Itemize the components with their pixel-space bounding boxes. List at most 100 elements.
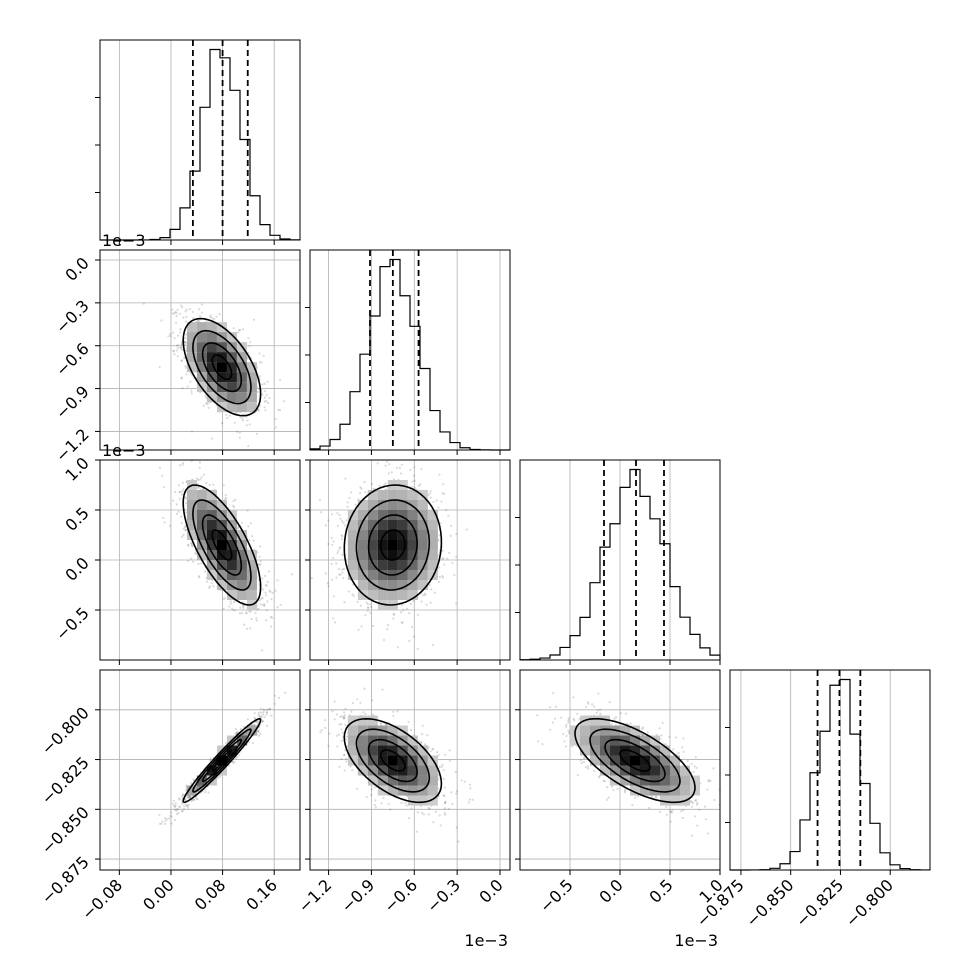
density-cell	[226, 332, 237, 343]
sample-point	[158, 365, 161, 369]
sample-point	[378, 484, 381, 488]
sample-point	[174, 311, 177, 314]
sample-point	[261, 596, 264, 599]
sample-point	[465, 528, 468, 531]
sample-point	[410, 626, 413, 629]
sample-point	[174, 491, 177, 494]
sample-point	[245, 627, 249, 631]
sample-point	[180, 522, 183, 525]
sample-point	[212, 483, 215, 486]
sample-point	[246, 356, 249, 359]
sample-point	[187, 559, 190, 562]
sample-point	[402, 608, 405, 612]
density-cell	[367, 570, 378, 580]
sample-point	[270, 598, 273, 601]
sample-point	[332, 540, 335, 543]
sample-point	[173, 353, 176, 356]
sample-point	[171, 312, 174, 315]
sample-point	[390, 471, 393, 474]
density-cell	[246, 382, 257, 393]
sample-point	[237, 331, 240, 334]
sample-point	[447, 514, 450, 517]
sample-point	[238, 431, 241, 434]
sample-point	[342, 567, 345, 571]
sample-point	[332, 556, 335, 560]
sample-point	[263, 604, 266, 608]
sample-point	[396, 646, 399, 649]
sample-point	[171, 802, 174, 805]
sample-point	[241, 417, 244, 420]
sample-point	[177, 343, 180, 346]
sample-point	[336, 552, 339, 555]
sample-point	[423, 592, 426, 595]
density-cell	[357, 580, 368, 590]
sample-point	[180, 347, 183, 350]
sample-point	[172, 331, 175, 334]
sample-point	[180, 342, 183, 345]
sample-point	[335, 576, 338, 579]
sample-point	[160, 319, 163, 322]
sample-point	[228, 414, 231, 417]
sample-point	[263, 382, 266, 385]
sample-point	[271, 616, 274, 619]
sample-point	[348, 496, 351, 500]
sample-point	[203, 570, 207, 573]
sample-point	[271, 591, 274, 594]
histogram-step	[100, 48, 301, 241]
density-cell	[387, 590, 398, 600]
sample-point	[262, 588, 265, 591]
sample-point	[251, 742, 254, 745]
sample-point	[437, 580, 440, 584]
density-cell	[236, 590, 247, 600]
sample-point	[344, 524, 347, 527]
sample-point	[366, 603, 369, 606]
sample-point	[392, 613, 395, 616]
sample-point	[239, 612, 242, 615]
sample-point	[176, 807, 179, 810]
sample-point	[416, 647, 419, 650]
sample-point	[246, 509, 249, 512]
sample-point	[238, 436, 241, 439]
sample-point	[441, 549, 444, 552]
sample-point	[359, 492, 362, 495]
sample-point	[183, 341, 187, 344]
sample-point	[176, 355, 179, 358]
panel-2-0: −0.50.00.51.01e−3	[52, 441, 301, 665]
sample-point	[181, 349, 184, 352]
sample-point	[175, 503, 178, 506]
sample-point	[180, 493, 184, 496]
density-cell	[377, 560, 388, 570]
sample-point	[420, 600, 423, 603]
sample-point	[177, 334, 180, 337]
sample-point	[182, 488, 185, 491]
sample-point	[239, 416, 242, 419]
sample-point	[190, 430, 194, 433]
y-offset-label: 1e−3	[102, 441, 146, 460]
sample-point	[265, 619, 268, 622]
sample-point	[264, 583, 268, 587]
panel-0-0	[95, 39, 301, 245]
sample-point	[205, 320, 208, 323]
sample-point	[257, 409, 260, 412]
sample-point	[347, 590, 350, 593]
sample-point	[265, 400, 268, 403]
sample-point	[259, 545, 262, 548]
sample-point	[264, 574, 267, 578]
sample-point	[195, 797, 198, 800]
sample-point	[198, 478, 201, 481]
density-cell	[397, 520, 408, 530]
sample-point	[449, 534, 452, 538]
sample-point	[430, 588, 433, 591]
sample-point	[370, 606, 373, 609]
sample-point	[179, 331, 182, 334]
sample-point	[332, 617, 335, 620]
sample-point	[341, 553, 344, 556]
sample-point	[279, 603, 282, 606]
sample-point	[342, 577, 345, 580]
density-cell	[397, 540, 408, 550]
sample-point	[366, 609, 369, 612]
sample-point	[187, 806, 190, 809]
sample-point	[249, 627, 252, 630]
sample-point	[386, 623, 390, 627]
